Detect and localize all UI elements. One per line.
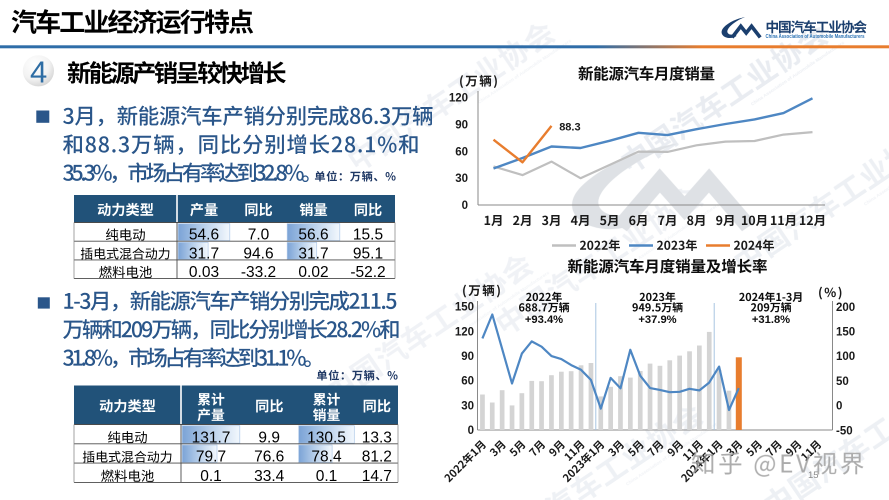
svg-text:150: 150 [836, 327, 855, 339]
svg-text:9.9: 9.9 [258, 429, 280, 446]
svg-text:31.7: 31.7 [189, 245, 219, 262]
svg-text:76.6: 76.6 [254, 449, 284, 466]
svg-text:+37.9%: +37.9% [638, 314, 676, 326]
svg-text:0.1: 0.1 [316, 468, 338, 485]
svg-text:31.7: 31.7 [298, 245, 328, 262]
svg-text:15: 15 [808, 470, 819, 481]
svg-text:15.5: 15.5 [353, 227, 383, 244]
svg-text:95.1: 95.1 [353, 245, 383, 262]
svg-text:120: 120 [455, 326, 474, 338]
svg-text:150: 150 [455, 302, 474, 314]
svg-text:100: 100 [836, 351, 855, 363]
svg-text:0.1: 0.1 [200, 468, 222, 485]
svg-text:50: 50 [836, 376, 849, 388]
svg-text:0: 0 [462, 200, 468, 212]
svg-text:30: 30 [455, 173, 468, 185]
svg-text:90: 90 [461, 351, 474, 363]
svg-text:33.4: 33.4 [254, 468, 285, 485]
svg-text:7.0: 7.0 [248, 227, 270, 244]
svg-text:88.3: 88.3 [559, 122, 580, 134]
svg-text:78.4: 78.4 [311, 449, 342, 466]
svg-text:94.6: 94.6 [243, 245, 273, 262]
svg-text:54.6: 54.6 [189, 227, 219, 244]
svg-text:4: 4 [30, 55, 47, 90]
svg-text:+31.8%: +31.8% [752, 314, 790, 326]
svg-text:200: 200 [836, 302, 855, 314]
svg-text:81.2: 81.2 [362, 449, 392, 466]
svg-text:60: 60 [455, 146, 468, 158]
svg-text:14.7: 14.7 [362, 468, 392, 485]
svg-text:0.03: 0.03 [189, 264, 219, 281]
svg-text:0: 0 [836, 401, 842, 413]
svg-text:56.6: 56.6 [298, 227, 328, 244]
svg-text:+93.4%: +93.4% [525, 314, 563, 326]
svg-text:60: 60 [461, 376, 474, 388]
svg-text:90: 90 [455, 120, 468, 132]
svg-text:120: 120 [449, 93, 468, 105]
svg-text:-52.2: -52.2 [350, 264, 385, 281]
svg-text:30: 30 [461, 400, 474, 412]
svg-text:0: 0 [468, 425, 474, 437]
svg-text:-50: -50 [836, 425, 853, 437]
svg-text:79.7: 79.7 [196, 449, 226, 466]
svg-text:13.3: 13.3 [362, 429, 392, 446]
svg-text:China Association of Automobil: China Association of Automobile Manufact… [766, 34, 865, 40]
svg-text:131.7: 131.7 [192, 429, 231, 446]
svg-text:130.5: 130.5 [307, 429, 346, 446]
svg-text:-33.2: -33.2 [241, 264, 276, 281]
svg-text:0.02: 0.02 [298, 264, 328, 281]
